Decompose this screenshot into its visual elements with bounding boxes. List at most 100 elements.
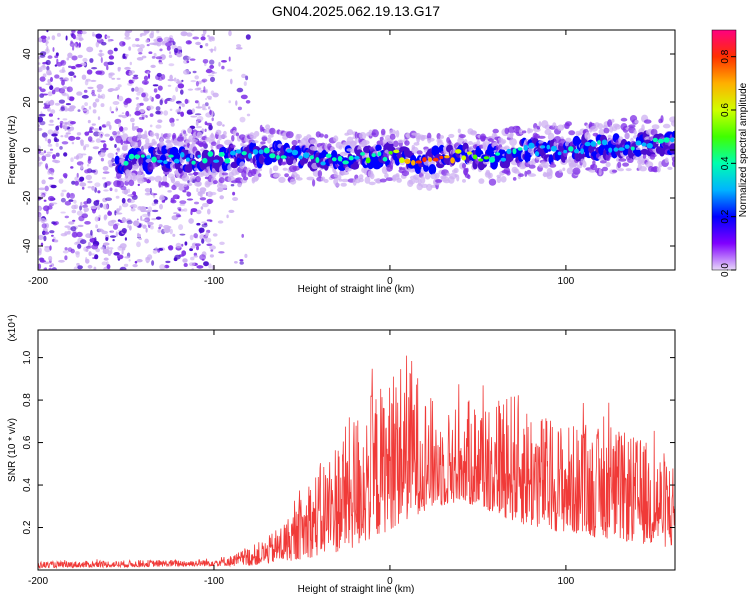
spectrogram-noise-blob <box>70 248 75 254</box>
spectrogram-noise-blob <box>237 106 242 111</box>
spectrogram-noise-blob <box>199 197 207 201</box>
spectrogram-noise-blob <box>235 47 243 50</box>
spectrogram-ridge-halo <box>465 167 469 173</box>
spectrogram-ridge-halo <box>598 128 606 136</box>
spectrogram-noise-blob <box>135 97 139 100</box>
spectrogram-noise-blob <box>76 153 84 159</box>
spectrogram-noise-blob <box>147 254 153 260</box>
spectrogram-noise-blob <box>178 186 185 191</box>
spectrogram-noise-blob <box>109 137 114 141</box>
spectrogram-noise-blob <box>157 229 161 233</box>
spectrogram-noise-blob <box>44 245 51 248</box>
spectrogram-noise-blob <box>201 221 207 224</box>
spectrogram-noise-blob <box>141 80 149 85</box>
spectrogram-noise-blob <box>74 176 79 181</box>
spectrogram-noise-blob <box>44 246 51 253</box>
spectrogram-noise-blob <box>113 252 120 256</box>
spectrogram-ridge-halo <box>584 131 591 140</box>
spectrogram-noise-blob <box>44 104 50 109</box>
spectrogram-noise-blob <box>115 212 123 215</box>
spectrogram-ridge-halo <box>487 138 494 142</box>
spectrogram-noise-blob <box>236 87 244 93</box>
snr-x-ticks: -200 -100 0 100 <box>28 330 575 587</box>
spectrogram-ridge-halo <box>309 139 318 145</box>
spectrogram-noise-blob <box>56 32 61 37</box>
spectrogram-noise-blob <box>45 59 51 66</box>
spectrogram-noise-blob <box>137 232 140 238</box>
spectrogram-ridge-hotspot <box>146 155 151 159</box>
spectrogram-noise-blob <box>115 195 120 199</box>
spectrogram-noise-blob <box>139 44 145 49</box>
spectrogram-ridge-hotspot <box>624 144 630 149</box>
spectrogram-ridge-halo <box>426 183 433 191</box>
spectrogram-ridge-hotspot <box>230 150 236 156</box>
spectrogram-noise-blob <box>69 105 76 110</box>
spectrogram-noise-blob <box>89 126 94 130</box>
spectrogram-ridge-halo <box>408 179 416 185</box>
spectrogram-ridge-halo <box>239 161 246 169</box>
spectrogram-ridge-hotspot <box>331 157 337 162</box>
spectrogram-noise-blob <box>59 146 63 150</box>
spectrogram-noise-blob <box>70 77 73 82</box>
spectrogram-noise-blob <box>137 183 140 187</box>
spectrogram-ridge-hotspot <box>630 146 635 151</box>
spectrogram-noise-blob <box>193 255 199 258</box>
spectrogram-ridge-halo <box>435 179 443 183</box>
spectrogram-noise-blob <box>155 106 161 111</box>
spectrogram-ridge-halo <box>306 134 312 139</box>
spectrogram-noise-blob <box>100 157 104 162</box>
spectrogram-noise-blob <box>97 116 101 121</box>
spectrogram-noise-blob <box>124 36 131 40</box>
spectrogram-ridge-halo <box>420 176 426 184</box>
spectrogram-ridge-halo <box>128 179 135 187</box>
spectrogram-noise-blob <box>94 236 97 243</box>
colorbar-label: Normalized spectral amplitude <box>738 82 749 217</box>
spectrogram-ridge-halo <box>380 128 386 136</box>
spectrogram-noise-blob <box>134 260 138 264</box>
spectrogram-ridge-halo <box>269 127 276 135</box>
spectrogram-ridge-halo <box>149 131 155 138</box>
spectrogram-ridge-hotspot <box>404 158 411 164</box>
spectrogram-ridge-halo <box>306 176 315 181</box>
spectrogram-noise-blob <box>132 123 135 130</box>
spectrogram-ridge-halo <box>125 170 131 177</box>
spectrogram-ridge-halo <box>605 161 611 168</box>
spectrogram-noise-blob <box>146 44 150 47</box>
spectrogram-noise-blob <box>61 79 65 86</box>
spectrogram-noise-blob <box>179 200 187 205</box>
spectrogram-noise-blob <box>91 67 98 70</box>
spectrogram-ridge-halo <box>618 158 627 162</box>
spectrogram-noise-blob <box>170 197 175 203</box>
spectrogram-noise-blob <box>77 109 81 112</box>
spectrogram-noise-blob <box>54 138 60 143</box>
spectrogram-noise-blob <box>64 225 71 228</box>
spectrogram-noise-blob <box>124 256 131 259</box>
spectrogram-noise-blob <box>41 155 47 162</box>
spectrogram-ridge-halo <box>257 168 263 172</box>
spectrogram-noise-blob <box>207 208 211 215</box>
spectrogram-noise-blob <box>192 70 197 74</box>
spectrogram-noise-blob <box>97 93 101 99</box>
spectrogram-ridge-hotspot <box>348 155 354 161</box>
spectrogram-ridge-band <box>671 130 675 138</box>
spectrogram-noise-blob <box>179 133 183 137</box>
spectrogram-noise-blob <box>101 93 106 100</box>
spectrogram-ridge-halo <box>240 142 245 147</box>
spectrogram-noise-blob <box>97 204 101 211</box>
spectrogram-noise-blob <box>48 255 53 262</box>
spectrogram-noise-blob <box>99 49 103 53</box>
spectrogram-noise-blob <box>61 86 68 89</box>
spectrogram-ridge-hotspot <box>472 154 478 160</box>
spectrogram-noise-blob <box>134 110 141 116</box>
spectrogram-noise-blob <box>197 101 200 107</box>
spectrogram-noise-blob <box>103 214 108 220</box>
spectrogram-noise-blob <box>101 230 108 235</box>
spectrogram-noise-blob <box>82 204 88 208</box>
spectrogram-noise-blob <box>167 245 173 250</box>
spectrogram-noise-blob <box>147 73 151 79</box>
spectrogram-noise-blob <box>108 88 115 92</box>
spectrogram-noise-blob <box>180 111 185 117</box>
spectrogram-noise-blob <box>195 80 199 87</box>
spectrogram-noise-blob <box>110 249 113 254</box>
